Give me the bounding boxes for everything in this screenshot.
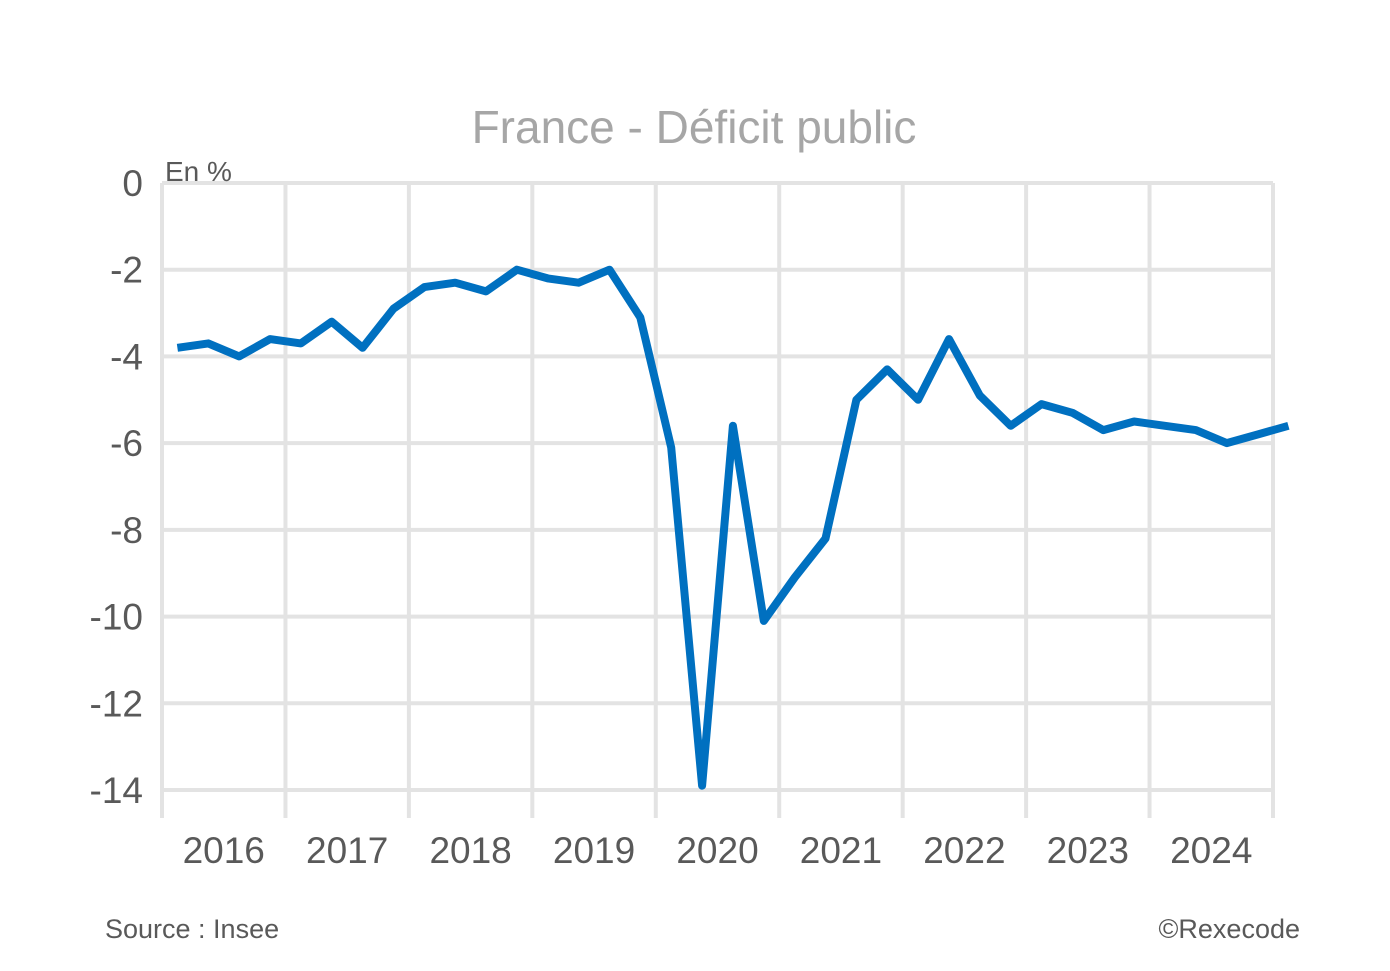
x-axis-ticks: 2016 2017 2018 2019 2020 2021 2022 2023 2024 <box>183 830 1253 871</box>
series-lines <box>176 265 1290 790</box>
chart-title: France - Déficit public <box>472 101 917 153</box>
x-tick-label: 2024 <box>1170 830 1252 871</box>
y-tick-label: -2 <box>110 250 143 291</box>
x-tick-label: 2018 <box>429 830 511 871</box>
y-axis-unit-label: En % <box>165 156 232 187</box>
y-tick-label: -10 <box>90 597 143 638</box>
source-note: Source : Insee <box>105 914 279 944</box>
x-tick-label: 2019 <box>553 830 635 871</box>
x-tick-label: 2022 <box>923 830 1005 871</box>
y-tick-label: -4 <box>110 336 143 377</box>
x-tick-label: 2017 <box>306 830 388 871</box>
copyright-note: ©Rexecode <box>1159 914 1300 944</box>
x-tick-label: 2023 <box>1047 830 1129 871</box>
series-line <box>176 265 1290 790</box>
y-tick-label: -12 <box>90 683 143 724</box>
x-tick-label: 2021 <box>800 830 882 871</box>
y-tick-label: 0 <box>122 163 143 204</box>
x-tick-label: 2020 <box>676 830 758 871</box>
grid <box>160 181 1275 818</box>
y-tick-label: -6 <box>110 423 143 464</box>
y-axis-ticks: 0 -2 -4 -6 -8 -10 -12 -14 <box>90 163 143 811</box>
y-tick-label: -14 <box>90 770 143 811</box>
x-tick-label: 2016 <box>183 830 265 871</box>
y-tick-label: -8 <box>110 510 143 551</box>
